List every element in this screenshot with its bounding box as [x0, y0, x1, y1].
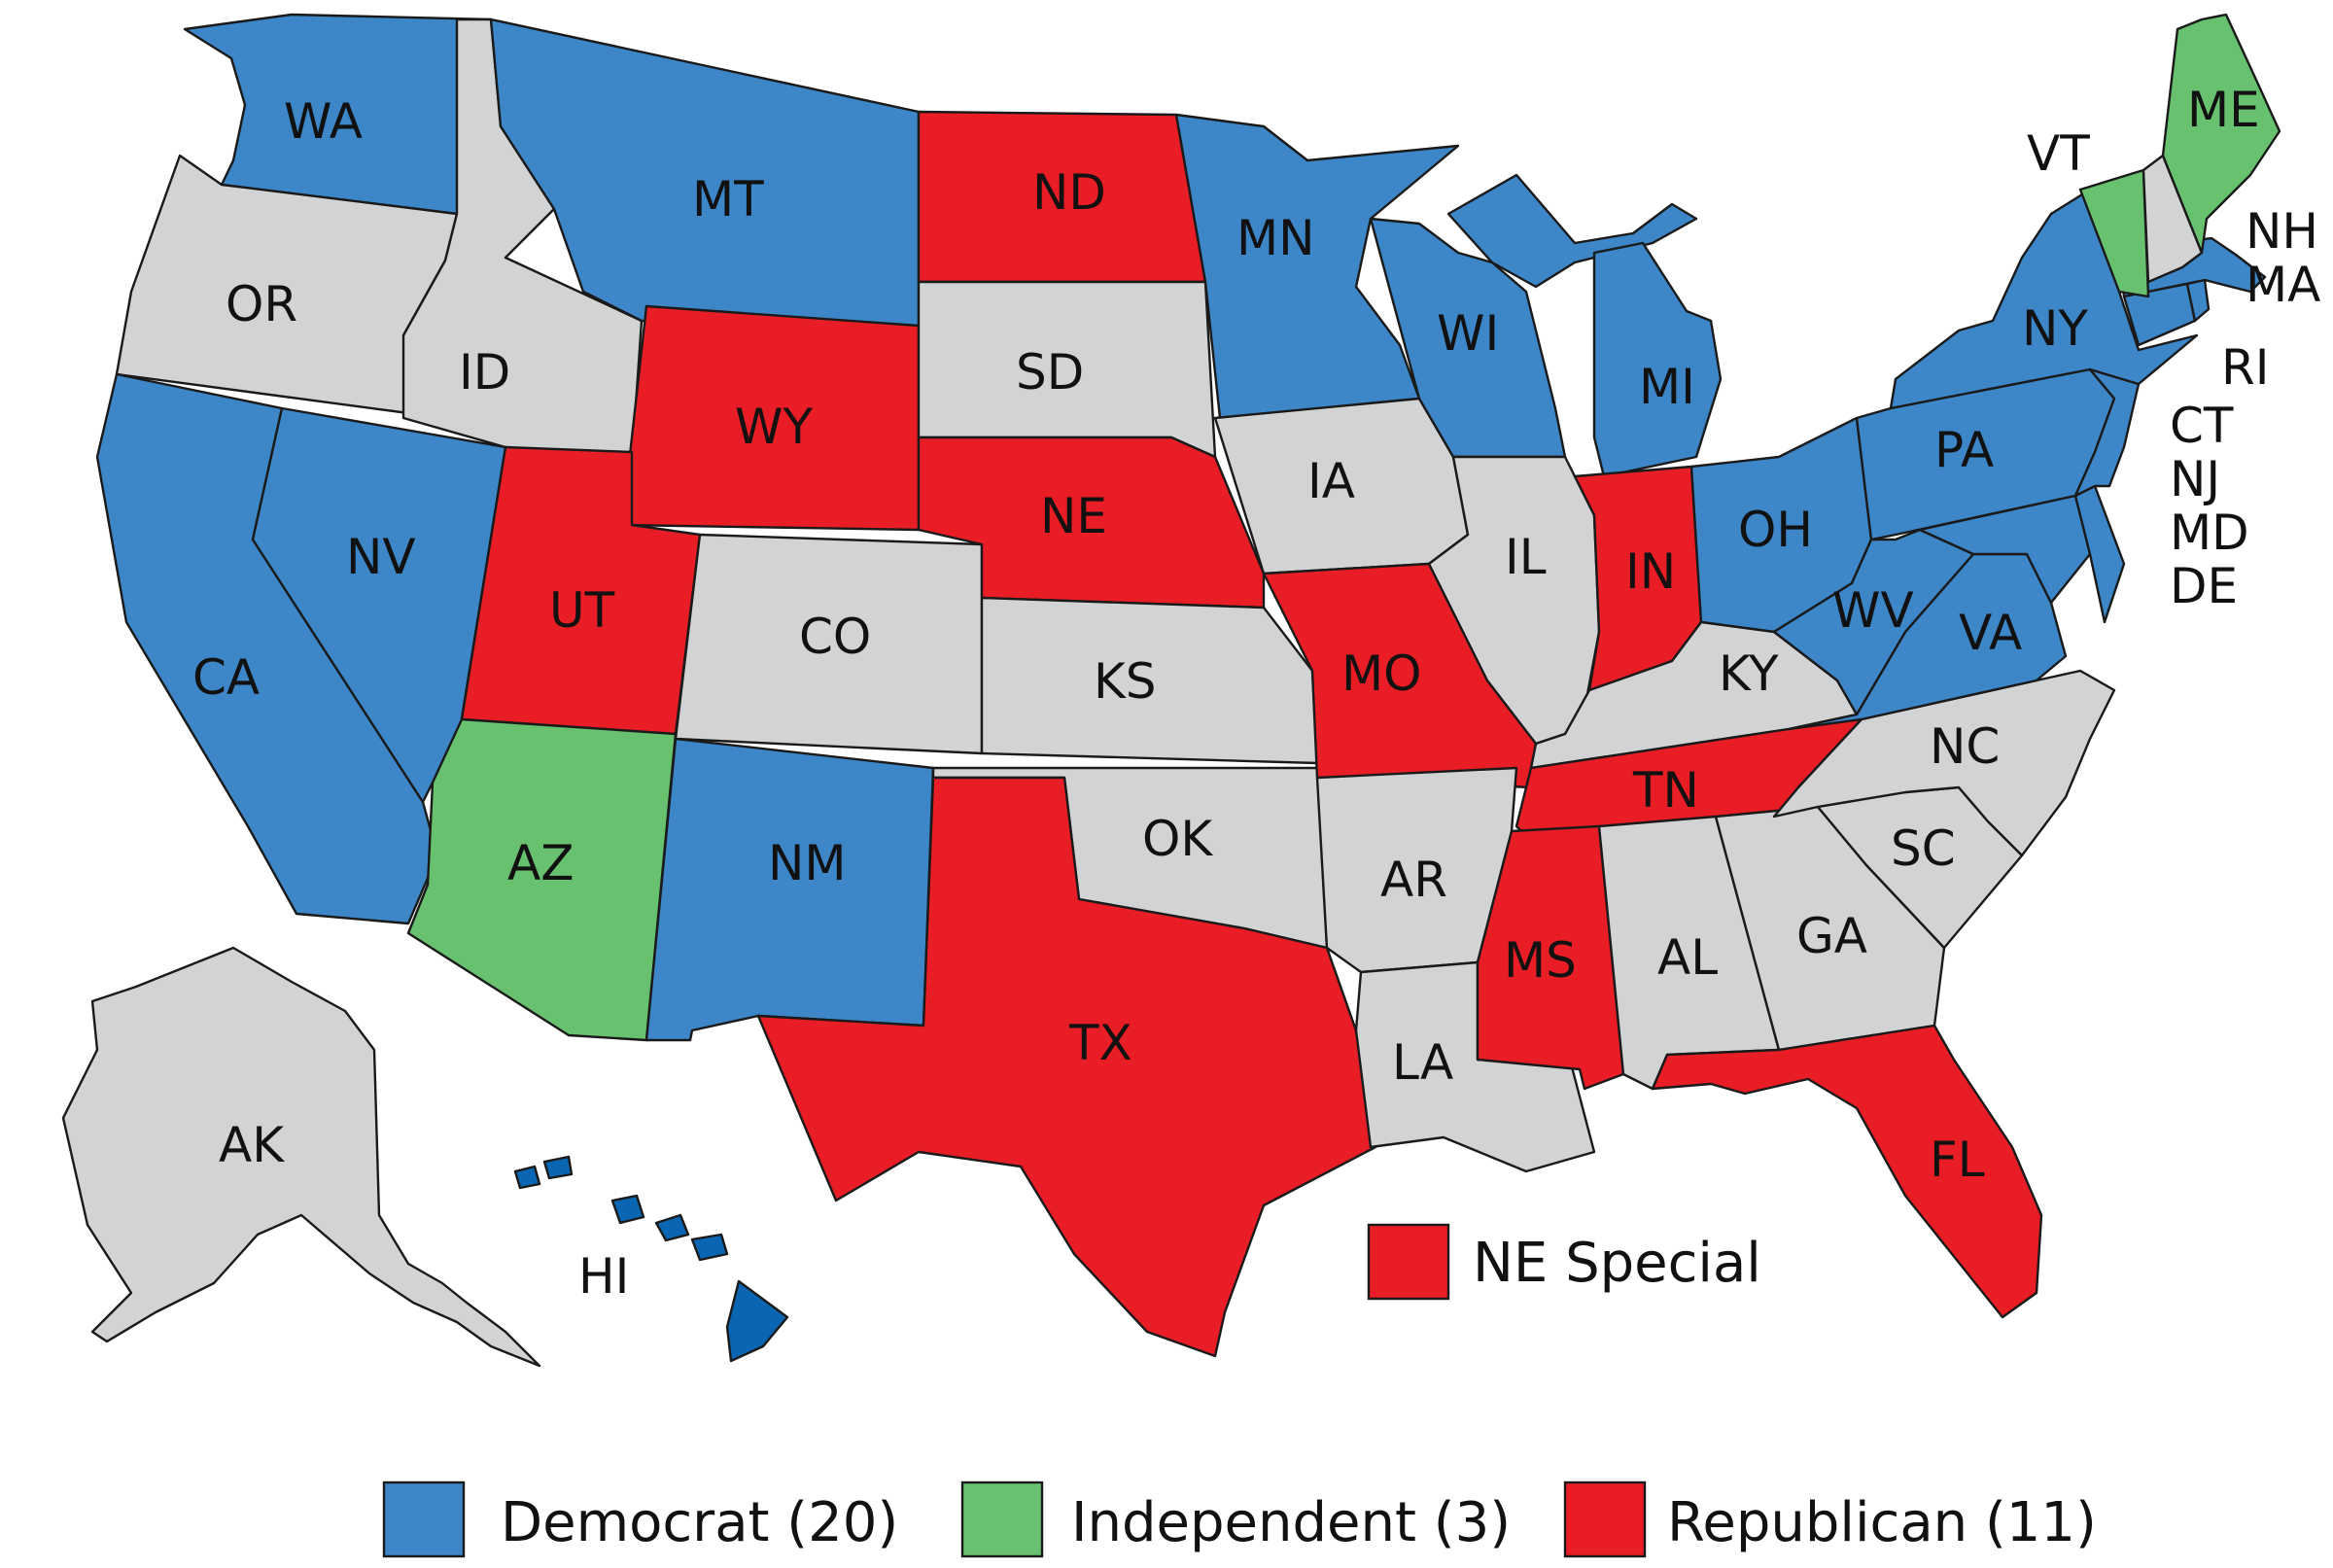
state-NJ[interactable] [2073, 367, 2141, 498]
label-ME: ME [2187, 82, 2260, 138]
state-FL[interactable] [1651, 1024, 2043, 1319]
label-MN: MN [1236, 210, 1315, 266]
label-TN: TN [1632, 762, 1699, 819]
label-SC: SC [1891, 820, 1956, 877]
label-OR: OR [226, 276, 297, 332]
label-NY: NY [2022, 300, 2088, 357]
label-VT: VT [2027, 125, 2090, 182]
label-MT: MT [692, 171, 764, 227]
label-OH: OH [1738, 502, 1813, 558]
state-MI-up[interactable] [1446, 173, 1698, 289]
label-WV: WV [1832, 582, 1914, 639]
label-VA: VA [1959, 605, 2022, 661]
label-NV: NV [346, 529, 416, 585]
label-AR: AR [1380, 852, 1447, 908]
label-IA: IA [1307, 453, 1355, 509]
state-WI[interactable] [1369, 217, 1567, 459]
state-ME[interactable] [2161, 13, 2281, 255]
label-ID: ID [459, 344, 510, 401]
label-RI: RI [2221, 339, 2270, 396]
label-NH: NH [2246, 203, 2318, 260]
state-NH[interactable] [2141, 154, 2204, 284]
label-NC: NC [1930, 718, 2000, 775]
label-KY: KY [1719, 645, 1779, 702]
label-LA: LA [1392, 1034, 1453, 1091]
label-NM: NM [768, 835, 847, 891]
label-WY: WY [735, 399, 813, 455]
state-HI[interactable] [513, 1155, 789, 1363]
legend-swatch-independent [960, 1481, 1044, 1558]
state-WV[interactable] [1772, 528, 1975, 716]
label-NJ: NJ [2170, 451, 2220, 507]
label-MA: MA [2246, 257, 2320, 313]
label-AZ: AZ [507, 835, 574, 891]
state-TX[interactable] [756, 776, 1377, 1358]
label-DE: DE [2170, 558, 2238, 614]
label-MD: MD [2170, 505, 2249, 561]
label-MO: MO [1341, 645, 1422, 702]
legend-swatch-democrat [382, 1481, 466, 1558]
legend-label-republican: Republican (11) [1667, 1491, 2097, 1554]
label-UT: UT [549, 582, 615, 639]
label-IN: IN [1625, 543, 1676, 600]
state-MN[interactable] [1174, 113, 1460, 420]
legend: Democrat (20) Independent (3) Republican… [382, 1481, 2097, 1558]
label-NE: NE [1040, 488, 1107, 544]
label-MS: MS [1504, 932, 1577, 989]
state-VT[interactable] [2078, 168, 2150, 298]
label-FL: FL [1930, 1132, 1985, 1188]
label-ND: ND [1032, 164, 1106, 221]
state-labels: WA OR CA NV ID MT WY UT AZ CO NM ND SD N… [192, 82, 2320, 1305]
label-GA: GA [1796, 908, 1867, 964]
label-MI: MI [1639, 359, 1695, 415]
legend-swatch-republican [1563, 1481, 1647, 1558]
ne-special-swatch [1367, 1223, 1450, 1301]
label-KS: KS [1094, 653, 1157, 710]
label-TX: TX [1068, 1015, 1132, 1071]
label-HI: HI [578, 1248, 629, 1305]
label-CT: CT [2170, 398, 2234, 454]
legend-label-democrat: Democrat (20) [501, 1491, 898, 1554]
ne-special-label: NE Special [1473, 1232, 1761, 1295]
label-PA: PA [1934, 422, 1994, 478]
state-MI[interactable] [1592, 241, 1723, 478]
label-WI: WI [1437, 305, 1499, 362]
label-AK: AK [219, 1117, 285, 1173]
label-IL: IL [1505, 529, 1547, 585]
label-SD: SD [1016, 344, 1084, 401]
state-AK[interactable] [61, 946, 541, 1368]
label-CA: CA [192, 649, 260, 706]
label-OK: OK [1142, 811, 1213, 867]
label-CO: CO [799, 609, 871, 665]
label-AL: AL [1657, 929, 1718, 986]
legend-label-independent: Independent (3) [1071, 1491, 1511, 1554]
label-WA: WA [284, 93, 363, 150]
